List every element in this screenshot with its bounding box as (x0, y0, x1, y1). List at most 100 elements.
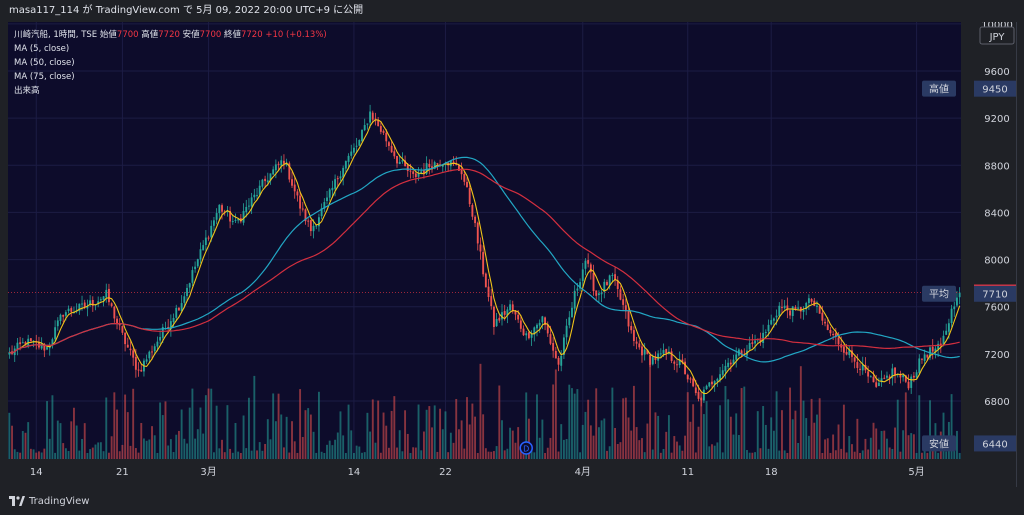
volume-bar (921, 452, 923, 459)
candle-body (888, 376, 891, 379)
candle-body (116, 318, 118, 324)
volume-bar (476, 452, 479, 459)
volume-bar (694, 452, 697, 459)
candle-body (554, 350, 557, 359)
volume-bar (377, 400, 380, 459)
volume-bar (541, 419, 544, 459)
candle-body (323, 202, 326, 209)
volume-bar (457, 429, 460, 459)
candle-body (328, 189, 331, 198)
candle-body (681, 359, 684, 363)
candle-body (363, 125, 366, 131)
candle-body (317, 217, 320, 227)
volume-bar (649, 363, 652, 459)
candle-body (466, 181, 468, 188)
volume-bar (280, 414, 283, 459)
candle-body (148, 351, 151, 359)
volume-bar (589, 425, 592, 459)
candle-body (153, 346, 156, 352)
time-tick-label: 11 (681, 467, 694, 478)
candle-body (560, 355, 563, 366)
candle-body (692, 378, 695, 387)
volume-bar (137, 452, 140, 459)
volume-bar (226, 405, 229, 459)
time-tick-label: 14 (348, 467, 361, 478)
candle-body (293, 184, 296, 192)
price-chart[interactable]: 6800 7200 7600 8000 8400 8800 9200 9600 10000JPY… (8, 22, 1016, 487)
candle-body (490, 296, 493, 307)
price-label-tag (922, 80, 956, 97)
volume-bar (247, 397, 250, 459)
volume-bar (584, 411, 587, 459)
candle-body (121, 326, 124, 333)
volume-bar (374, 442, 377, 459)
volume-bar (832, 434, 835, 459)
candle-body (62, 314, 65, 317)
candle-body (409, 170, 412, 172)
candle-body (956, 297, 958, 306)
volume-bar (673, 436, 676, 459)
candle-body (70, 308, 73, 312)
ma-line-75 (9, 168, 960, 354)
volume-bar (164, 401, 167, 459)
time-tick-label: 14 (30, 467, 43, 478)
volume-bar (436, 451, 439, 459)
volume-bar (156, 452, 159, 459)
candle-body (406, 165, 409, 171)
tradingview-logo[interactable]: TradingView (9, 494, 89, 508)
candle-body (377, 119, 380, 127)
candle-body (371, 112, 374, 120)
price-label-安値: 安値 6440 (922, 435, 1016, 452)
volume-bar (891, 448, 894, 459)
price-tick-label: 7200 (984, 350, 1009, 361)
candle-body (821, 312, 824, 321)
candle-body (794, 307, 797, 310)
candle-body (546, 324, 549, 334)
candle-body (175, 307, 178, 318)
volume-bar (517, 427, 520, 459)
candle-body (78, 303, 81, 312)
candle-body (958, 292, 961, 298)
candle-body (689, 378, 692, 380)
candle-body (719, 374, 722, 380)
candle-body (536, 324, 538, 329)
candle-body (210, 225, 213, 238)
chart-area[interactable]: 6800 7200 7600 8000 8400 8800 9200 9600 10000 JPY… (8, 22, 1017, 487)
candle-body (676, 364, 678, 366)
candle-body (46, 347, 48, 350)
volume-bar (94, 444, 97, 459)
volume-bar (794, 410, 797, 459)
candle-body (218, 204, 221, 214)
volume-bar (732, 434, 735, 459)
volume-bar (848, 436, 851, 459)
volume-bar (912, 434, 915, 459)
candle-body (856, 362, 859, 368)
volume-bar (406, 433, 409, 459)
candle-body (872, 376, 875, 383)
volume-bar (616, 444, 619, 459)
volume-bar (202, 433, 205, 459)
candle-body (304, 209, 307, 222)
candle-body (527, 332, 530, 339)
volume-bar (199, 407, 202, 459)
candle-body (659, 353, 662, 355)
candle-body (837, 337, 840, 345)
candle-body (156, 341, 159, 347)
volume-bar (657, 415, 660, 459)
candle-body (861, 364, 864, 371)
volume-bar (13, 449, 16, 459)
candle-body (393, 151, 396, 157)
candle-body (266, 180, 269, 183)
price-label-box (974, 435, 1016, 452)
volume-bar (387, 447, 390, 459)
candle-body (670, 351, 673, 361)
time-tick-label: 3月 (200, 466, 216, 478)
volume-bar (299, 389, 302, 459)
volume-bar (716, 442, 719, 459)
candle-body (732, 359, 735, 365)
candle-body (869, 376, 872, 378)
volume-bar (684, 435, 687, 459)
volume-bar (431, 427, 433, 459)
candle-body (385, 132, 388, 142)
publish-info-text: masa117_114 が TradingView.com で 5月 09, 2… (9, 5, 364, 16)
